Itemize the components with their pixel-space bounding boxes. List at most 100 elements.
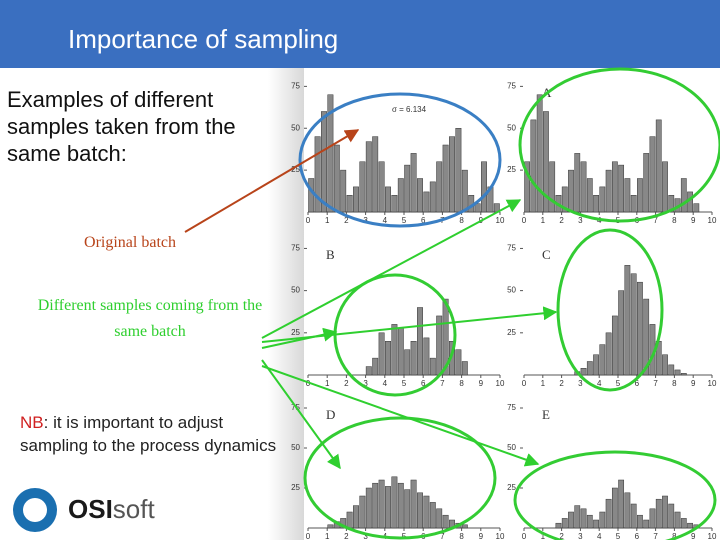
bar bbox=[423, 337, 430, 376]
bar bbox=[327, 524, 334, 529]
x-tick-label: 5 bbox=[402, 216, 407, 225]
x-tick-label: 6 bbox=[635, 532, 640, 540]
bar bbox=[549, 161, 556, 213]
bar bbox=[637, 281, 643, 376]
bar bbox=[655, 119, 662, 213]
x-tick-label: 6 bbox=[635, 379, 640, 388]
y-tick-label: 75 bbox=[291, 81, 300, 90]
x-tick-label: 2 bbox=[559, 532, 564, 540]
x-tick-label: 8 bbox=[672, 379, 677, 388]
x-tick-label: 8 bbox=[459, 532, 464, 540]
bar bbox=[530, 119, 537, 213]
bar bbox=[436, 508, 443, 529]
intro-text: Examples of different samples taken from… bbox=[7, 87, 236, 166]
bar bbox=[611, 487, 618, 529]
y-tick-label: 50 bbox=[291, 286, 300, 295]
note-prefix: NB bbox=[20, 413, 44, 432]
bar bbox=[372, 482, 379, 529]
x-tick-label: 1 bbox=[541, 379, 546, 388]
bar bbox=[436, 161, 443, 213]
bar bbox=[630, 273, 637, 376]
bar bbox=[385, 186, 391, 213]
bar bbox=[680, 178, 687, 213]
x-tick-label: 3 bbox=[578, 379, 583, 388]
arrow bbox=[184, 129, 360, 233]
bar bbox=[417, 178, 423, 213]
bar bbox=[481, 161, 487, 213]
bar bbox=[429, 181, 436, 213]
x-tick-label: 8 bbox=[459, 379, 464, 388]
x-tick-label: 1 bbox=[325, 379, 330, 388]
bar bbox=[680, 373, 687, 376]
bar bbox=[442, 514, 449, 529]
arrow bbox=[261, 365, 540, 467]
x-tick-label: 10 bbox=[496, 379, 505, 388]
y-tick-label: 50 bbox=[507, 286, 516, 295]
x-tick-label: 5 bbox=[402, 532, 407, 540]
bar bbox=[524, 161, 531, 213]
y-tick-label: 50 bbox=[507, 443, 516, 452]
bar bbox=[624, 265, 631, 376]
bar bbox=[574, 505, 581, 529]
bar bbox=[455, 128, 462, 213]
x-tick-label: 4 bbox=[383, 216, 388, 225]
bar bbox=[637, 514, 643, 529]
bar bbox=[461, 361, 468, 376]
panel-label: D bbox=[326, 407, 335, 422]
bar bbox=[474, 203, 481, 213]
x-tick-label: 8 bbox=[459, 216, 464, 225]
y-tick-label: 25 bbox=[291, 483, 300, 492]
x-tick-label: 10 bbox=[708, 216, 717, 225]
x-tick-label: 10 bbox=[496, 216, 505, 225]
x-tick-label: 9 bbox=[691, 532, 696, 540]
bar bbox=[593, 195, 599, 213]
bar bbox=[391, 476, 398, 529]
x-tick-label: 2 bbox=[344, 379, 349, 388]
panel-annotation: σ = 6.134 bbox=[392, 105, 427, 114]
bar bbox=[417, 492, 423, 529]
x-tick-label: 3 bbox=[363, 216, 368, 225]
bar bbox=[662, 161, 668, 213]
bar bbox=[449, 136, 455, 213]
x-tick-label: 9 bbox=[691, 379, 696, 388]
arrows bbox=[184, 129, 558, 470]
x-tick-label: 2 bbox=[344, 532, 349, 540]
bar bbox=[397, 482, 404, 529]
bar bbox=[353, 186, 359, 213]
x-tick-label: 0 bbox=[306, 216, 311, 225]
bar bbox=[372, 357, 379, 376]
highlight-ellipse bbox=[513, 450, 717, 540]
bar bbox=[674, 511, 681, 529]
bar bbox=[662, 354, 668, 376]
bar bbox=[423, 495, 430, 529]
bar bbox=[359, 495, 366, 529]
x-tick-label: 0 bbox=[306, 532, 311, 540]
bar bbox=[378, 161, 385, 213]
bar bbox=[455, 349, 462, 376]
highlight-ellipse bbox=[303, 416, 497, 540]
x-tick-label: 5 bbox=[402, 379, 407, 388]
y-tick-label: 25 bbox=[507, 165, 516, 174]
panel-label: C bbox=[542, 247, 551, 262]
bar bbox=[333, 144, 340, 213]
bar bbox=[385, 341, 391, 376]
bar bbox=[321, 111, 327, 213]
bar bbox=[327, 94, 334, 213]
x-tick-label: 6 bbox=[421, 216, 426, 225]
x-tick-label: 7 bbox=[653, 216, 658, 225]
logo-brand: OSI bbox=[68, 494, 113, 524]
bar bbox=[674, 369, 681, 376]
bar bbox=[391, 324, 398, 376]
y-tick-label: 25 bbox=[507, 328, 516, 337]
bar bbox=[561, 186, 568, 213]
bar bbox=[643, 519, 650, 529]
panel-label: B bbox=[326, 247, 335, 262]
bar bbox=[611, 315, 618, 376]
bar bbox=[599, 344, 606, 376]
bar bbox=[643, 153, 650, 213]
y-tick-label: 25 bbox=[291, 328, 300, 337]
bar bbox=[593, 519, 599, 529]
x-tick-label: 3 bbox=[578, 216, 583, 225]
bar bbox=[404, 349, 411, 376]
bar bbox=[668, 503, 675, 529]
